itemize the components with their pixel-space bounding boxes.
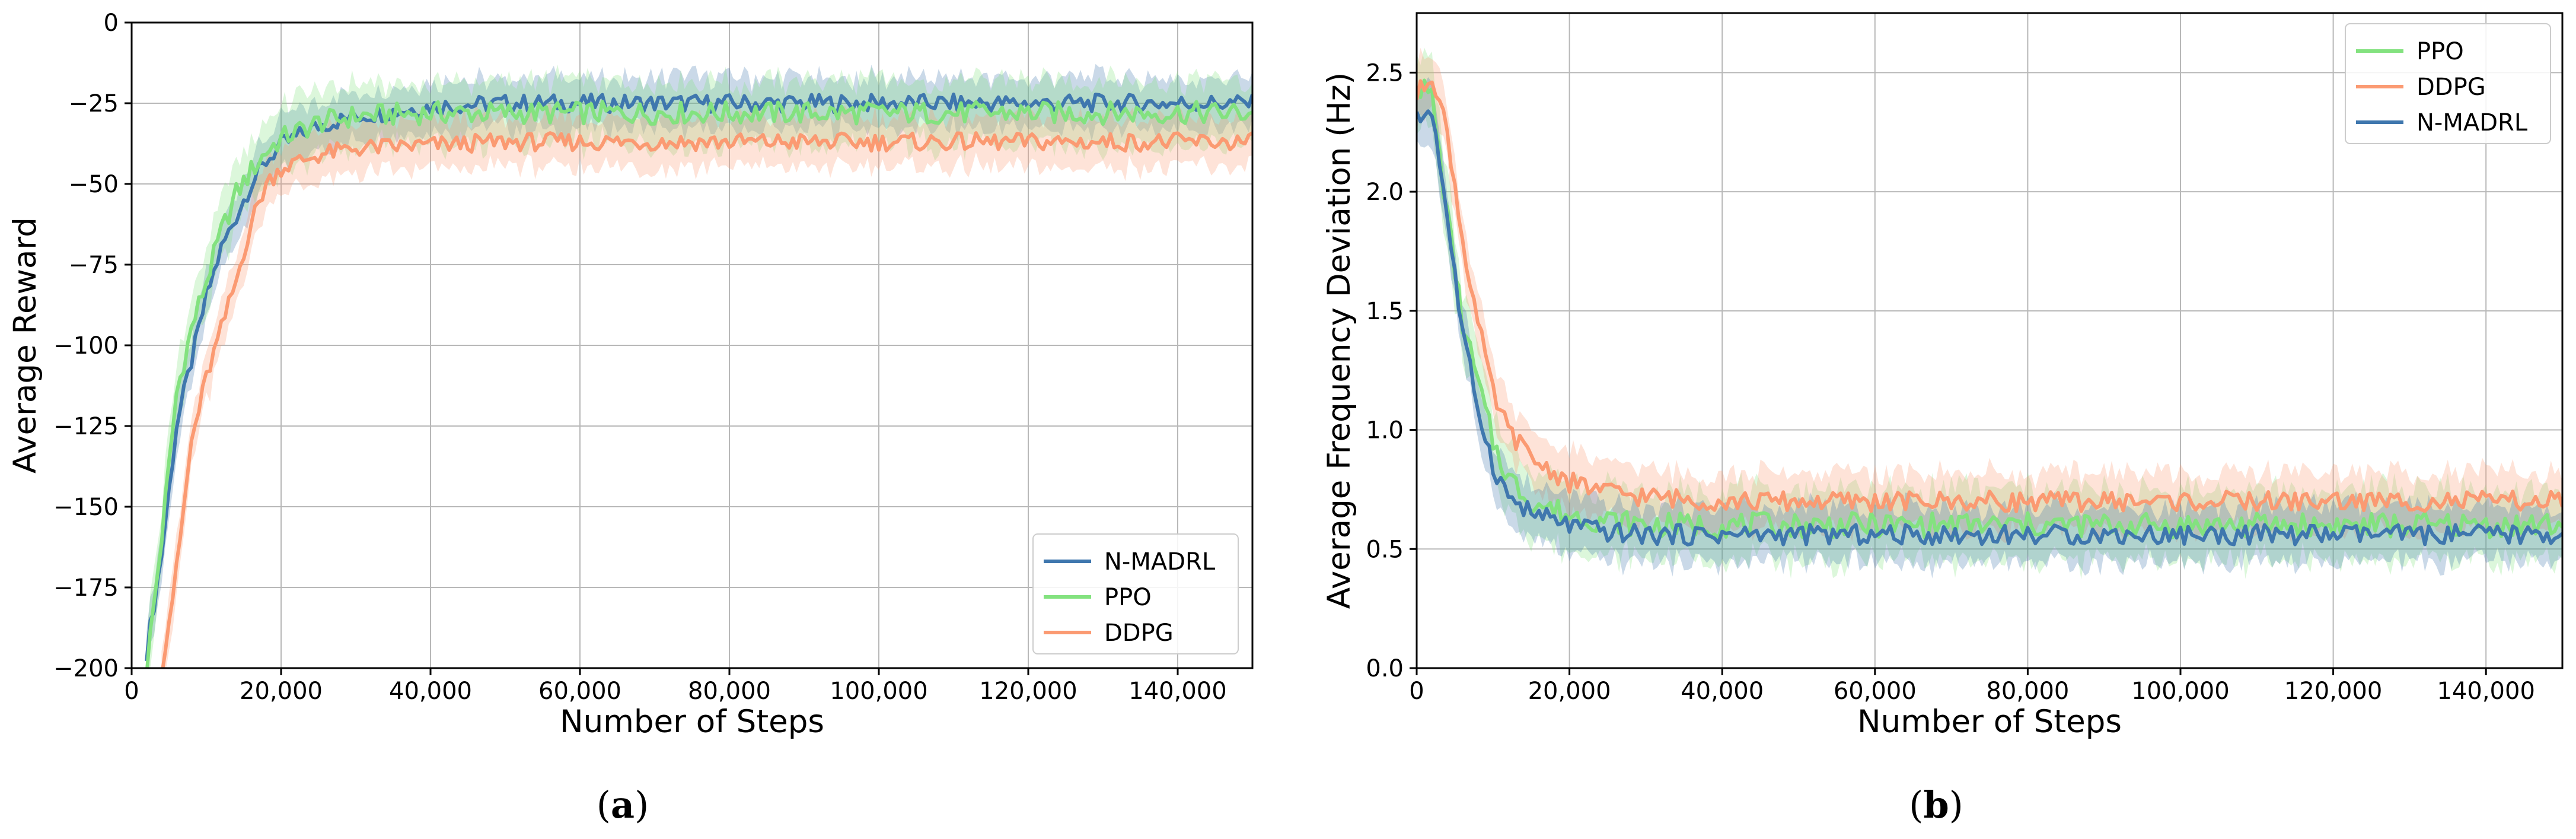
series-line-n-madrl (145, 92, 1252, 662)
x-tick-label: 80,000 (688, 678, 771, 705)
series-line-ddpg (161, 131, 1252, 668)
lines-b (1417, 78, 2562, 546)
legend-label-n-madrl: N-MADRL (1104, 548, 1216, 576)
legend-label-ppo: PPO (2416, 38, 2464, 65)
x-tick-label: 20,000 (1528, 678, 1611, 705)
caption-b: (b) (1909, 783, 1963, 827)
y-tick-label: −125 (53, 413, 119, 440)
band-n-madrl (146, 63, 1252, 668)
caption-a-letter: a (611, 783, 635, 827)
caption-a-open: ( (597, 783, 611, 827)
panel-b: 0 20,000 40,000 60,000 80,000 100,000 120,000 1… (1321, 12, 2564, 827)
series-line-n-madrl (1417, 109, 2562, 546)
x-tick-label: 60,000 (538, 678, 621, 705)
x-tick-label: 140,000 (1128, 678, 1226, 705)
caption-b-open: ( (1909, 783, 1923, 827)
plot-frame-b (1415, 12, 2564, 669)
y-tick-label: 0.0 (1366, 655, 1404, 682)
x-axis-label-a: Number of Steps (560, 704, 824, 740)
panel-a: 0 20,000 40,000 60,000 80,000 100,000 120,000 1… (7, 9, 1254, 827)
x-axis-label-b: Number of Steps (1857, 704, 2122, 740)
x-tick-label: 120,000 (979, 678, 1077, 705)
x-tick-label: 0 (124, 678, 139, 705)
y-axis-label-a: Average Reward (7, 217, 43, 473)
band-ppo (146, 65, 1252, 668)
legend-box (2345, 23, 2551, 144)
x-tick-label: 60,000 (1834, 678, 1917, 705)
x-tick-label: 100,000 (2131, 678, 2229, 705)
legend-box (1032, 533, 1239, 654)
x-tick-label: 120,000 (2284, 678, 2382, 705)
y-tick-label: −150 (53, 494, 119, 521)
ticks-b: 0 20,000 40,000 60,000 80,000 100,000 120,000 1… (1366, 59, 2535, 705)
series-line-ppo (1417, 78, 2562, 540)
y-tick-label: −100 (53, 332, 119, 360)
y-tick-label: −25 (69, 90, 119, 117)
x-tick-label: 80,000 (1986, 678, 2069, 705)
caption-a: (a) (597, 783, 649, 827)
x-tick-label: 20,000 (240, 678, 323, 705)
series-line-ddpg (1417, 79, 2562, 513)
legend-label-ddpg: DDPG (1104, 619, 1174, 647)
x-tick-label: 100,000 (830, 678, 927, 705)
legend-a: N-MADRL PPO DDPG (1032, 533, 1239, 654)
y-tick-label: 2.0 (1366, 179, 1404, 206)
caption-a-close: ) (635, 783, 649, 827)
caption-b-close: ) (1949, 783, 1963, 827)
y-tick-label: −200 (53, 655, 119, 682)
x-tick-label: 40,000 (389, 678, 472, 705)
lines-a (145, 92, 1252, 668)
y-tick-label: 2.5 (1366, 59, 1404, 87)
y-tick-label: −50 (69, 171, 119, 198)
y-tick-label: 1.5 (1366, 298, 1404, 325)
y-tick-label: 1.0 (1366, 417, 1404, 444)
x-tick-label: 140,000 (2437, 678, 2534, 705)
x-tick-label: 40,000 (1681, 678, 1764, 705)
y-axis-label-b: Average Frequency Deviation (Hz) (1321, 72, 1357, 609)
series-line-ppo (145, 100, 1252, 668)
legend-label-n-madrl: N-MADRL (2416, 109, 2528, 136)
ticks-a: 0 20,000 40,000 60,000 80,000 100,000 120,000 1… (53, 9, 1227, 705)
y-tick-label: 0 (104, 9, 119, 37)
legend-b: PPO DDPG N-MADRL (2345, 23, 2551, 144)
y-tick-label: −75 (69, 252, 119, 279)
caption-b-letter: b (1923, 783, 1949, 827)
legend-label-ddpg: DDPG (2416, 74, 2486, 101)
y-tick-label: 0.5 (1366, 536, 1404, 563)
legend-label-ppo: PPO (1104, 584, 1152, 611)
x-tick-label: 0 (1409, 678, 1424, 705)
y-tick-label: −175 (53, 574, 119, 602)
